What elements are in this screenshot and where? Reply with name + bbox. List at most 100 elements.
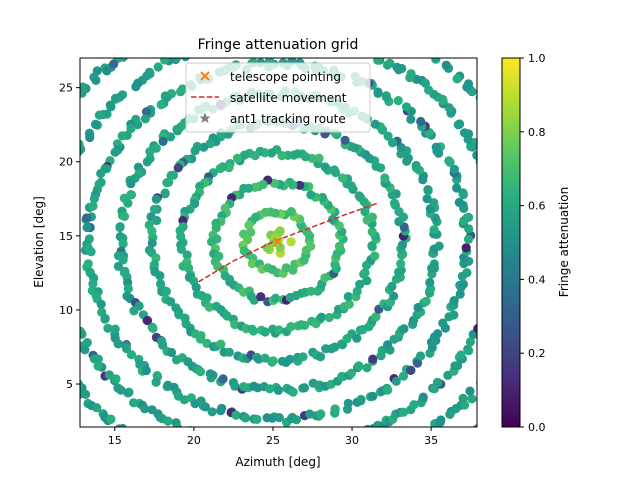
scatter-point <box>463 234 474 244</box>
x-tick-label: 25 <box>266 434 280 447</box>
scatter-point <box>473 324 477 334</box>
scatter-point <box>89 194 99 204</box>
scatter-point <box>367 212 377 222</box>
scatter-point <box>315 352 326 362</box>
scatter-point <box>93 354 103 364</box>
scatter-point <box>267 413 277 423</box>
scatter-point <box>96 177 106 187</box>
scatter-point <box>77 427 86 436</box>
scatter-point <box>126 123 136 134</box>
scatter-point <box>314 153 324 163</box>
scatter-point <box>102 66 112 76</box>
scatter-point <box>429 259 439 269</box>
scatter-point <box>399 324 409 334</box>
scatter-point <box>182 250 192 260</box>
scatter-point <box>110 147 120 157</box>
scatter-point <box>480 373 489 382</box>
scatter-point <box>252 414 262 424</box>
scatter-point <box>142 315 153 326</box>
scatter-point <box>286 237 296 247</box>
scatter-point <box>344 299 354 309</box>
scatter-point <box>119 211 130 221</box>
scatter-point <box>445 409 455 419</box>
scatter-point <box>298 352 308 362</box>
scatter-point <box>224 347 234 357</box>
scatter-point <box>295 180 305 190</box>
scatter-point <box>415 351 426 361</box>
scatter-point <box>397 240 408 250</box>
scatter-point <box>288 387 298 397</box>
scatter-point <box>116 385 126 395</box>
scatter-point <box>421 296 431 306</box>
scatter-point <box>200 402 210 412</box>
scatter-point <box>420 78 430 88</box>
scatter-point <box>195 334 206 344</box>
scatter-point <box>480 171 489 180</box>
scatter-point <box>370 119 380 129</box>
scatter-point <box>148 323 158 333</box>
scatter-point <box>161 286 171 296</box>
colorbar <box>501 57 521 428</box>
x-tick-label: 20 <box>187 434 201 447</box>
scatter-point <box>396 259 406 269</box>
scatter-point <box>103 323 113 333</box>
scatter-point <box>391 376 401 386</box>
scatter-point <box>334 241 344 251</box>
scatter-point <box>456 350 466 360</box>
scatter-point <box>346 368 356 378</box>
overlay-marks <box>198 202 378 283</box>
scatter-point <box>306 190 316 200</box>
scatter-point <box>380 173 390 183</box>
scatter-point <box>416 116 426 127</box>
scatter-point <box>367 241 377 251</box>
scatter-point <box>291 415 302 425</box>
scatter-point <box>111 374 121 384</box>
scatter-point <box>392 62 402 72</box>
scatter-point <box>80 345 90 355</box>
scatter-point <box>140 404 150 414</box>
scatter-point <box>172 124 182 134</box>
scatter-point <box>472 429 481 438</box>
scatter-point <box>371 312 381 322</box>
scatter-point <box>324 312 334 323</box>
scatter-point <box>453 361 463 371</box>
scatter-point <box>441 60 451 70</box>
scatter-point <box>286 322 296 332</box>
scatter-point <box>452 74 462 84</box>
scatter-point <box>195 367 206 377</box>
scatter-point <box>216 406 226 416</box>
scatter-point <box>155 271 165 281</box>
scatter-point <box>211 223 221 233</box>
scatter-point <box>158 136 168 146</box>
scatter-point <box>354 361 364 371</box>
scatter-point <box>299 320 310 330</box>
scatter-point <box>445 157 455 167</box>
scatter-point <box>260 327 270 337</box>
scatter-point <box>472 150 477 160</box>
scatter-point <box>93 361 103 371</box>
scatter-point <box>176 426 182 427</box>
scatter-point <box>92 403 102 413</box>
scatter-point <box>406 114 416 124</box>
y-tick-label: 15 <box>59 230 73 243</box>
scatter-point <box>232 153 242 163</box>
scatter-point <box>385 58 395 68</box>
chart-title: Fringe attenuation grid <box>198 37 359 53</box>
scatter-point <box>465 337 475 347</box>
scatter-point <box>418 392 428 402</box>
scatter-point <box>152 215 162 226</box>
scatter-point <box>274 413 284 423</box>
scatter-point <box>370 251 380 261</box>
scatter-point <box>68 319 77 328</box>
scatter-point <box>171 58 181 65</box>
scatter-point <box>411 160 421 171</box>
scatter-point <box>141 107 152 117</box>
scatter-point <box>436 415 446 425</box>
legend-box <box>185 62 371 133</box>
scatter-point <box>207 407 217 417</box>
scatter-point <box>131 82 141 92</box>
scatter-point <box>422 194 432 204</box>
scatter-point <box>247 259 257 269</box>
scatter-point <box>113 339 123 349</box>
